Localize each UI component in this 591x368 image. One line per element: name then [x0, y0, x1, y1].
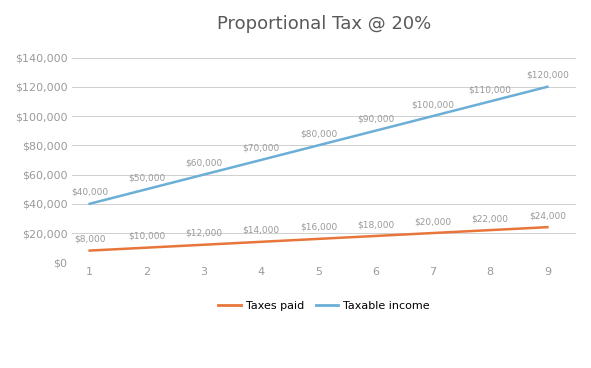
Taxes paid [200, 243, 207, 247]
Taxable income [430, 114, 437, 118]
Text: $14,000: $14,000 [243, 226, 280, 235]
Taxes paid [544, 225, 551, 229]
Text: $80,000: $80,000 [300, 129, 337, 138]
Text: $8,000: $8,000 [74, 235, 105, 244]
Legend: Taxes paid, Taxable income: Taxes paid, Taxable income [214, 296, 434, 315]
Line: Taxable income: Taxable income [90, 87, 547, 204]
Text: $12,000: $12,000 [186, 229, 223, 238]
Line: Taxes paid: Taxes paid [90, 227, 547, 251]
Taxable income [544, 85, 551, 89]
Title: Proportional Tax @ 20%: Proportional Tax @ 20% [217, 15, 431, 33]
Text: $22,000: $22,000 [472, 214, 509, 223]
Taxable income [486, 99, 493, 104]
Text: $24,000: $24,000 [529, 211, 566, 220]
Taxable income [144, 187, 151, 191]
Taxes paid [372, 234, 379, 238]
Taxable income [372, 128, 379, 133]
Taxes paid [144, 245, 151, 250]
Text: $10,000: $10,000 [128, 232, 165, 241]
Text: $100,000: $100,000 [411, 100, 454, 109]
Taxes paid [258, 240, 265, 244]
Text: $70,000: $70,000 [243, 144, 280, 153]
Text: $60,000: $60,000 [186, 159, 223, 167]
Taxes paid [430, 231, 437, 235]
Text: $40,000: $40,000 [71, 188, 108, 197]
Text: $50,000: $50,000 [128, 173, 165, 182]
Taxes paid [86, 248, 93, 253]
Taxable income [258, 158, 265, 162]
Text: $90,000: $90,000 [357, 115, 394, 124]
Taxes paid [315, 237, 322, 241]
Taxable income [200, 172, 207, 177]
Text: $110,000: $110,000 [469, 85, 512, 95]
Text: $120,000: $120,000 [526, 71, 569, 80]
Taxes paid [486, 228, 493, 232]
Taxable income [86, 202, 93, 206]
Text: $18,000: $18,000 [357, 220, 394, 229]
Text: $16,000: $16,000 [300, 223, 337, 232]
Taxable income [315, 143, 322, 148]
Text: $20,000: $20,000 [414, 217, 452, 226]
